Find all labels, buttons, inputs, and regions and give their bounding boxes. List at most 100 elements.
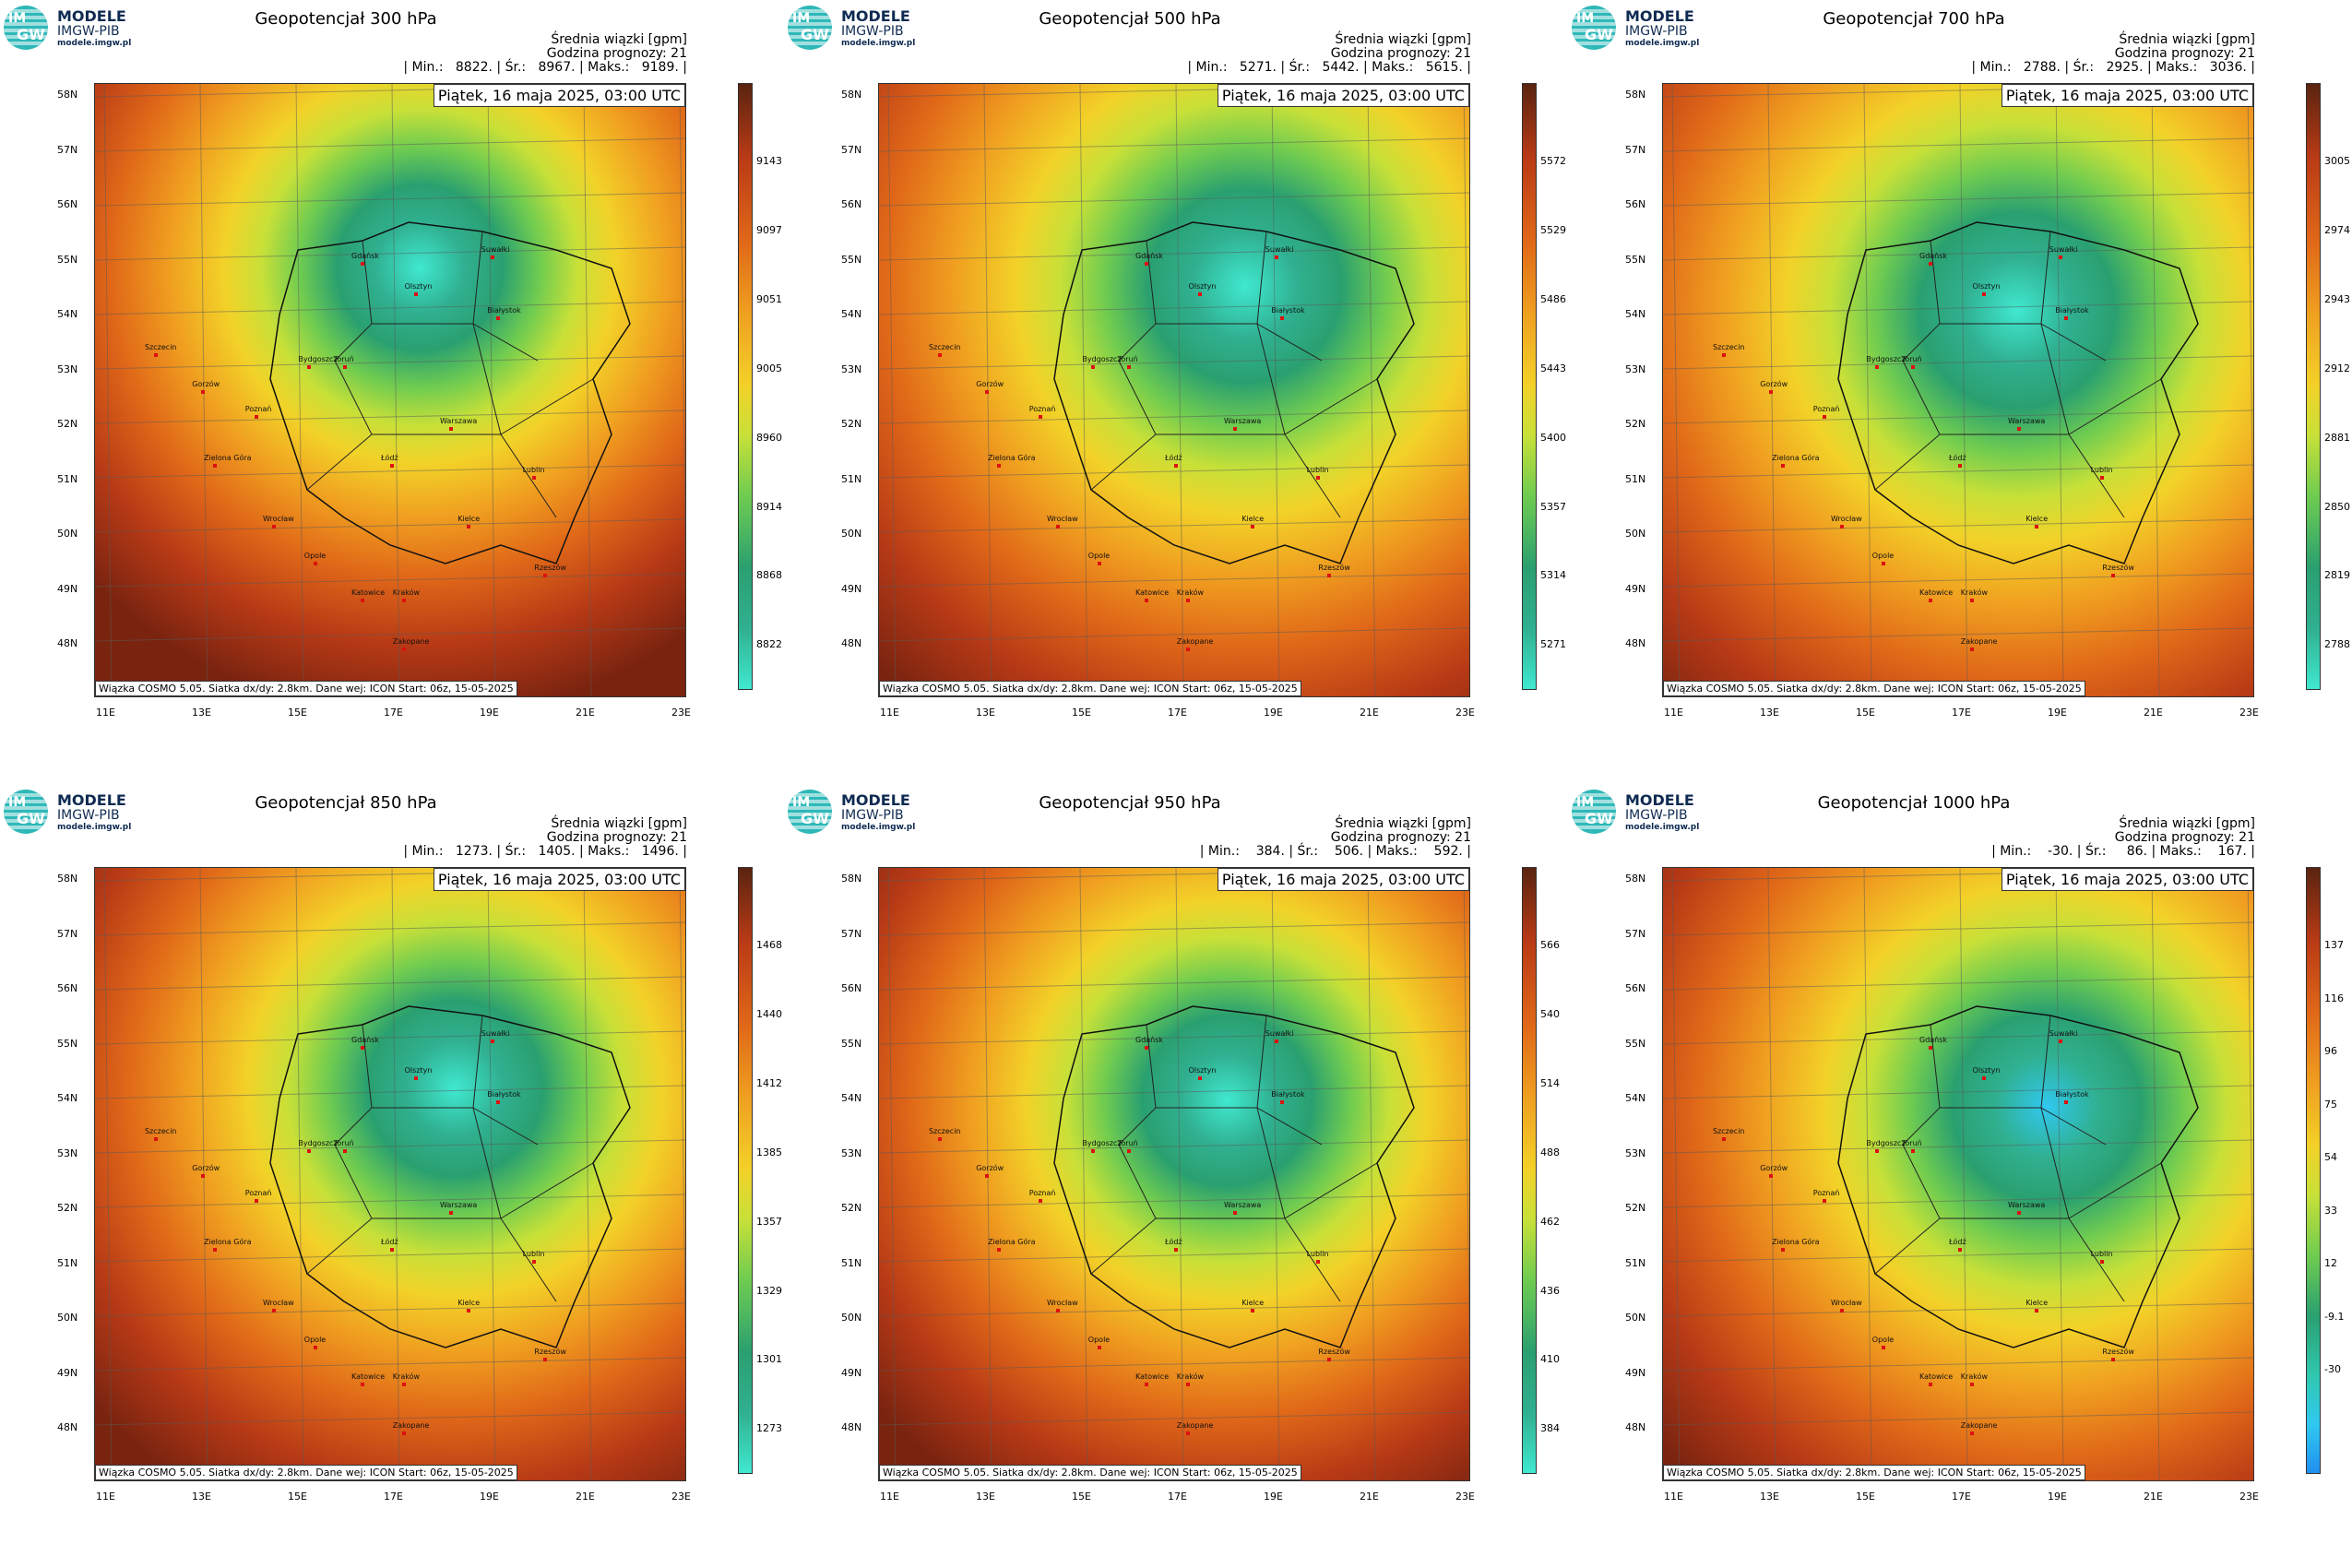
city-marker-icon[interactable] (1875, 1149, 1880, 1154)
city-marker-icon[interactable] (254, 414, 258, 419)
city-marker-icon[interactable] (1822, 1198, 1826, 1203)
city-marker-icon[interactable] (1969, 1382, 1974, 1386)
city-marker-icon[interactable] (1097, 561, 1101, 565)
city-marker-icon[interactable] (938, 1137, 942, 1142)
city-marker-icon[interactable] (1981, 1075, 1986, 1080)
city-marker-icon[interactable] (1781, 1247, 1785, 1252)
city-marker-icon[interactable] (1875, 365, 1880, 370)
city-marker-icon[interactable] (2111, 1358, 2116, 1362)
city-marker-icon[interactable] (272, 525, 276, 529)
city-marker-icon[interactable] (543, 1358, 548, 1362)
city-marker-icon[interactable] (401, 1431, 406, 1435)
city-marker-icon[interactable] (2035, 525, 2039, 529)
city-marker-icon[interactable] (1097, 1345, 1101, 1349)
city-marker-icon[interactable] (401, 647, 406, 651)
city-marker-icon[interactable] (1251, 1309, 1255, 1313)
geopotential-map[interactable]: Gdańsk Suwałki Olsztyn Białystok Szczecin Byd… (878, 867, 1470, 1481)
city-marker-icon[interactable] (997, 463, 1001, 468)
city-marker-icon[interactable] (1969, 1431, 1974, 1435)
city-marker-icon[interactable] (1185, 1431, 1190, 1435)
city-marker-icon[interactable] (2111, 574, 2116, 578)
geopotential-map[interactable]: Gdańsk Suwałki Olsztyn Białystok Szczecin Byd… (94, 83, 686, 697)
city-marker-icon[interactable] (1822, 414, 1826, 419)
city-marker-icon[interactable] (1315, 475, 1320, 480)
city-marker-icon[interactable] (1315, 1259, 1320, 1264)
city-marker-icon[interactable] (1145, 598, 1148, 602)
city-marker-icon[interactable] (997, 1247, 1001, 1252)
city-marker-icon[interactable] (307, 1149, 312, 1154)
city-marker-icon[interactable] (938, 353, 942, 358)
city-marker-icon[interactable] (1274, 1039, 1278, 1043)
city-marker-icon[interactable] (2058, 1039, 2062, 1043)
city-marker-icon[interactable] (1929, 1045, 1932, 1050)
city-marker-icon[interactable] (496, 316, 501, 321)
city-marker-icon[interactable] (1280, 316, 1285, 321)
city-marker-icon[interactable] (1126, 1149, 1131, 1154)
city-marker-icon[interactable] (2064, 316, 2069, 321)
city-marker-icon[interactable] (361, 1045, 364, 1050)
city-marker-icon[interactable] (254, 1198, 258, 1203)
imgw-logo[interactable]: IM GW MODELE IMGW-PIB modele.imgw.pl (4, 790, 142, 836)
city-marker-icon[interactable] (213, 463, 217, 468)
city-marker-icon[interactable] (1174, 463, 1178, 468)
city-marker-icon[interactable] (496, 1100, 501, 1105)
city-marker-icon[interactable] (307, 365, 312, 370)
city-marker-icon[interactable] (467, 1309, 471, 1313)
city-marker-icon[interactable] (1910, 1149, 1915, 1154)
imgw-logo[interactable]: IM GW MODELE IMGW-PIB modele.imgw.pl (788, 790, 926, 836)
city-marker-icon[interactable] (1280, 1100, 1285, 1105)
geopotential-map[interactable]: Gdańsk Suwałki Olsztyn Białystok Szczecin Byd… (94, 867, 686, 1481)
city-marker-icon[interactable] (1769, 1174, 1774, 1178)
city-marker-icon[interactable] (449, 426, 453, 431)
city-marker-icon[interactable] (2099, 475, 2104, 480)
logo-url[interactable]: modele.imgw.pl (1625, 39, 1700, 48)
city-marker-icon[interactable] (1840, 1309, 1844, 1313)
city-marker-icon[interactable] (1091, 365, 1096, 370)
city-marker-icon[interactable] (2017, 426, 2021, 431)
city-marker-icon[interactable] (1981, 291, 1986, 296)
city-marker-icon[interactable] (985, 390, 990, 394)
city-marker-icon[interactable] (1251, 525, 1255, 529)
city-marker-icon[interactable] (201, 1174, 206, 1178)
logo-url[interactable]: modele.imgw.pl (841, 823, 916, 832)
city-marker-icon[interactable] (1233, 426, 1237, 431)
city-marker-icon[interactable] (1881, 561, 1885, 565)
logo-url[interactable]: modele.imgw.pl (1625, 823, 1700, 832)
geopotential-map[interactable]: Gdańsk Suwałki Olsztyn Białystok Szczecin Byd… (1662, 867, 2254, 1481)
city-marker-icon[interactable] (1056, 525, 1060, 529)
city-marker-icon[interactable] (2017, 1210, 2021, 1215)
city-marker-icon[interactable] (1781, 463, 1785, 468)
city-marker-icon[interactable] (1274, 255, 1278, 259)
city-marker-icon[interactable] (361, 598, 364, 602)
city-marker-icon[interactable] (1038, 1198, 1042, 1203)
city-marker-icon[interactable] (1769, 390, 1774, 394)
city-marker-icon[interactable] (449, 1210, 453, 1215)
city-marker-icon[interactable] (1969, 598, 1974, 602)
city-marker-icon[interactable] (1722, 1137, 1726, 1142)
city-marker-icon[interactable] (1958, 1247, 1962, 1252)
city-marker-icon[interactable] (2035, 1309, 2039, 1313)
city-marker-icon[interactable] (1056, 1309, 1060, 1313)
city-marker-icon[interactable] (1722, 353, 1726, 358)
city-marker-icon[interactable] (1197, 1075, 1202, 1080)
city-marker-icon[interactable] (1958, 463, 1962, 468)
city-marker-icon[interactable] (272, 1309, 276, 1313)
city-marker-icon[interactable] (2099, 1259, 2104, 1264)
city-marker-icon[interactable] (1969, 647, 1974, 651)
logo-url[interactable]: modele.imgw.pl (841, 39, 916, 48)
city-marker-icon[interactable] (1929, 261, 1932, 266)
city-marker-icon[interactable] (390, 463, 394, 468)
city-marker-icon[interactable] (213, 1247, 217, 1252)
city-marker-icon[interactable] (467, 525, 471, 529)
city-marker-icon[interactable] (1910, 365, 1915, 370)
city-marker-icon[interactable] (1185, 647, 1190, 651)
city-marker-icon[interactable] (490, 1039, 494, 1043)
city-marker-icon[interactable] (154, 1137, 158, 1142)
city-marker-icon[interactable] (390, 1247, 394, 1252)
city-marker-icon[interactable] (490, 255, 494, 259)
city-marker-icon[interactable] (1091, 1149, 1096, 1154)
city-marker-icon[interactable] (1145, 1382, 1148, 1386)
city-marker-icon[interactable] (413, 291, 418, 296)
imgw-logo[interactable]: IM GW MODELE IMGW-PIB modele.imgw.pl (788, 6, 926, 52)
city-marker-icon[interactable] (1185, 598, 1190, 602)
